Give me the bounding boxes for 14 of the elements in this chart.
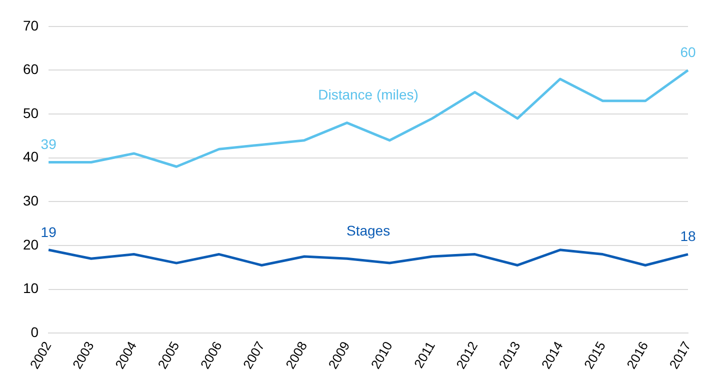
y-tick-label: 60 — [22, 61, 39, 78]
data-label: 60 — [680, 44, 696, 60]
data-label: 18 — [680, 228, 696, 244]
y-tick-label: 20 — [22, 236, 39, 252]
series-label: Stages — [346, 222, 390, 239]
y-tick-label: 30 — [22, 192, 39, 209]
y-tick-label: 10 — [22, 280, 39, 296]
y-tick-label: 70 — [22, 17, 39, 34]
y-tick-label: 40 — [22, 148, 39, 165]
y-tick-label: 50 — [22, 104, 39, 121]
data-label: 19 — [40, 224, 57, 240]
data-label: 39 — [40, 136, 57, 152]
series-label: Distance (miles) — [318, 86, 418, 103]
y-tick-label: 0 — [30, 324, 39, 340]
